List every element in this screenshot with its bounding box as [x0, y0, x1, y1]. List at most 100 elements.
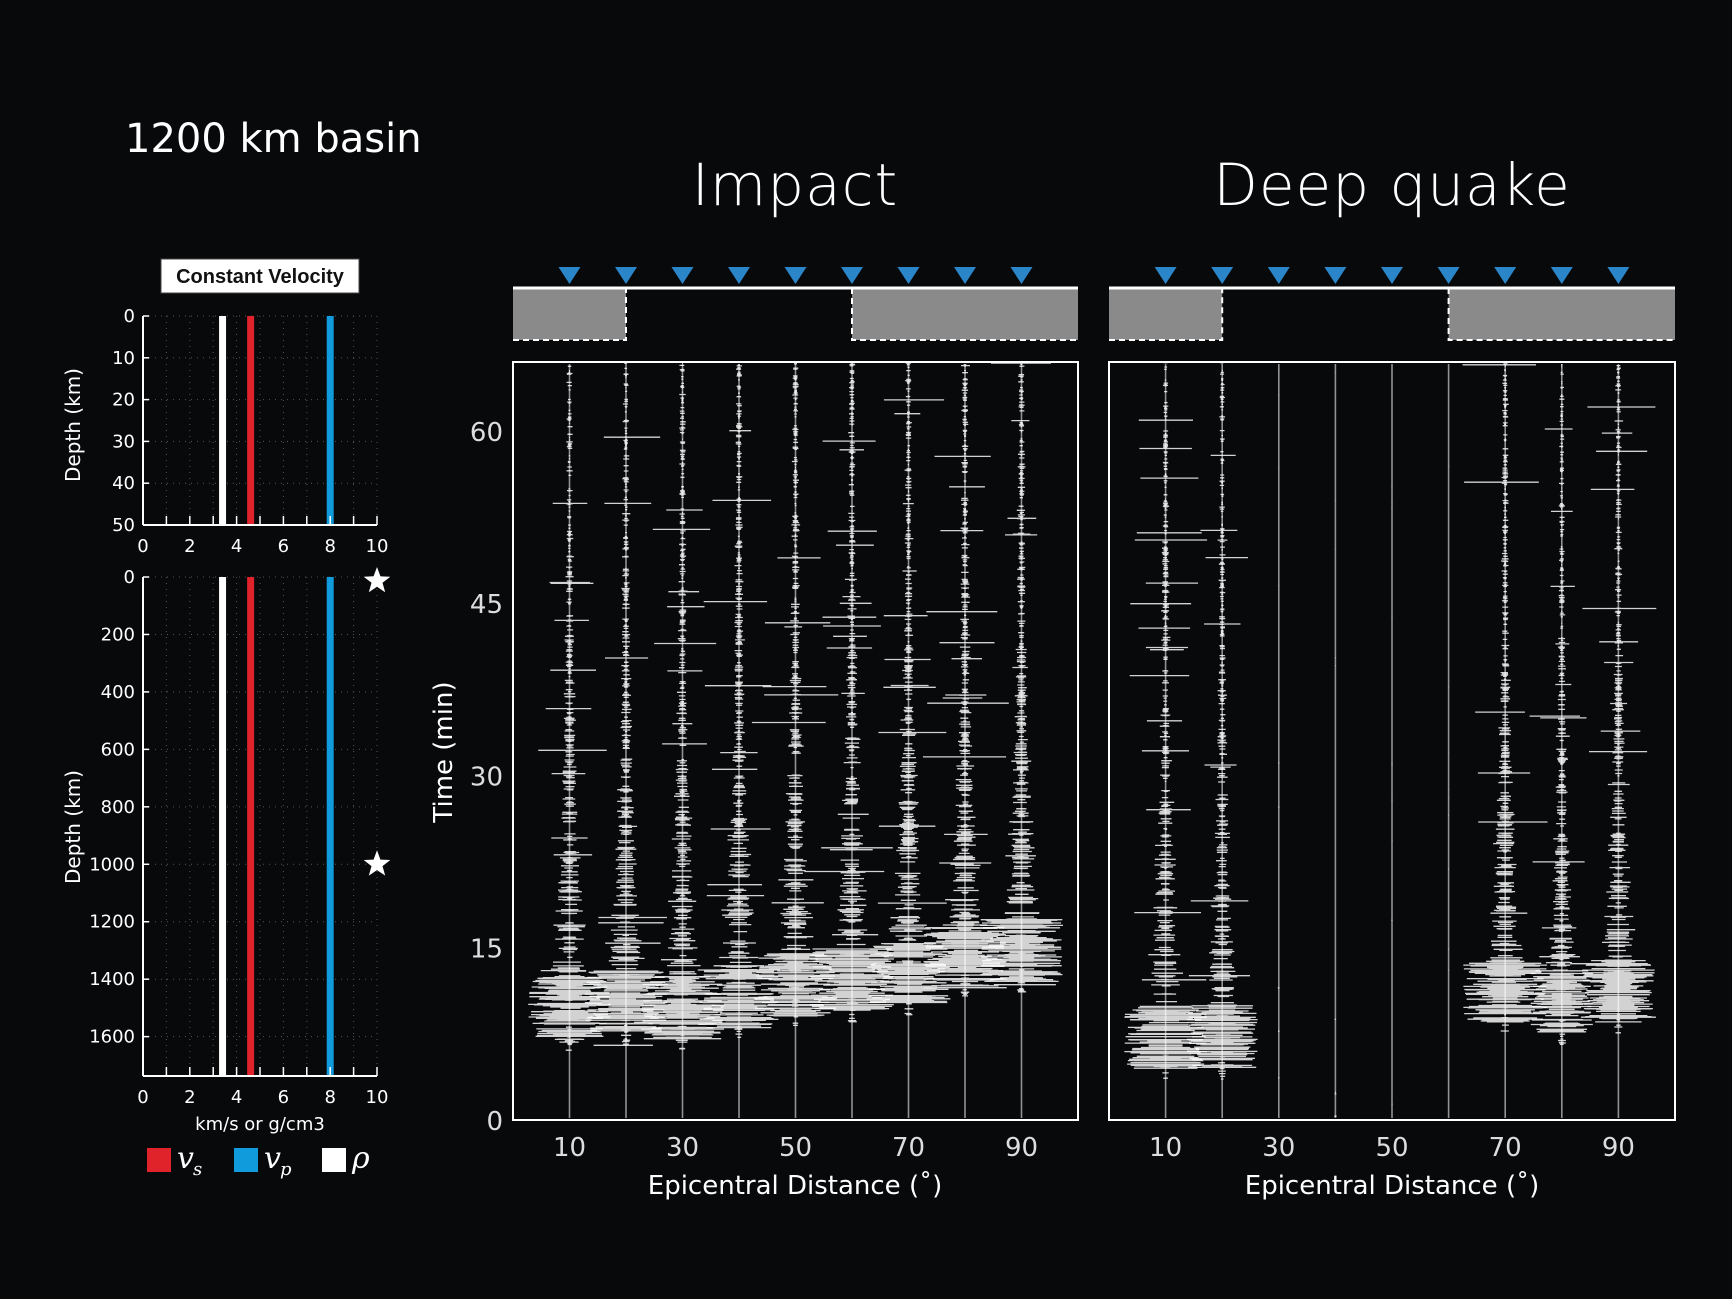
station-triangle-icon	[841, 267, 863, 284]
station-triangle-icon	[1211, 267, 1234, 284]
trace-wiggles	[697, 362, 781, 1038]
station-triangle-icon	[558, 267, 581, 284]
crust-block-right	[1448, 288, 1675, 340]
x-tick-label: 90	[1602, 1133, 1635, 1163]
y-tick-label: 800	[101, 797, 135, 818]
profile-title: Constant Velocity	[176, 266, 345, 288]
profile-axes: 0 2 4 6 8 10 0 200 400 600 800 1000 1200 1400 1600	[89, 567, 388, 1108]
seismic-trace	[1124, 362, 1208, 1118]
trace-wiggles	[528, 362, 611, 1051]
x-tick-label: 8	[324, 1087, 335, 1108]
station-triangle-icon	[1550, 267, 1573, 284]
xlabel-deep-quake: Epicentral Distance (˚)	[1245, 1171, 1539, 1201]
station-triangle-icon	[1381, 267, 1403, 284]
trace-wiggles	[751, 362, 839, 1026]
legend-subscript-vp: p	[280, 1159, 292, 1180]
velocity-profile-shallow: 0 2 4 6 8 10 0 10 20 30 40 50 Depth (km)	[61, 306, 388, 557]
y-tick-label: 600	[101, 739, 135, 760]
x-tick-label: 50	[1375, 1133, 1408, 1163]
seismic-trace	[1277, 364, 1280, 1118]
x-tick-label: 2	[184, 536, 195, 557]
seismic-trace	[1570, 364, 1657, 1118]
trace-wiggles	[1529, 363, 1593, 1046]
station-triangle-icon	[615, 267, 637, 284]
profile-axes: 0 2 4 6 8 10 0 10 20 30 40 50	[112, 306, 388, 557]
station-triangle-icon	[1324, 267, 1347, 284]
basin-boundary	[513, 288, 1078, 341]
profile-title-box: Constant Velocity	[160, 258, 360, 294]
seismic-trace	[1462, 362, 1548, 1118]
x-tick-label: 10	[366, 536, 389, 557]
basin-cross-section	[513, 286, 1078, 341]
legend-swatch-rho	[322, 1148, 346, 1172]
panel-title-deep-quake: Deep quake	[1213, 151, 1571, 219]
trace-wiggles	[1186, 362, 1258, 1080]
trace-wiggles	[1391, 485, 1393, 1105]
profile-ylabel: Depth (km)	[61, 368, 85, 482]
y-tick-label: 40	[112, 473, 135, 494]
x-tick-label: 8	[324, 536, 335, 557]
x-tick-label: 6	[278, 1087, 289, 1108]
y-tick-label: 1200	[89, 912, 135, 933]
y-tick-label: 1000	[89, 854, 135, 875]
x-tick-label: 6	[278, 536, 289, 557]
star-icon	[363, 850, 391, 876]
legend-swatch-vp	[234, 1148, 258, 1172]
y-tick-label: 0	[124, 567, 135, 588]
trace-wiggles	[1334, 372, 1337, 1117]
station-triangle-icon	[728, 267, 750, 284]
y-tick-label: 30	[112, 431, 135, 452]
seismic-trace	[528, 362, 611, 1118]
station-triangle-icon	[1154, 267, 1177, 284]
basin-cross-section	[1109, 286, 1675, 341]
seismogram-impact: Impact 10 30 50 70 90 Epicentral Distance (˚…	[512, 151, 1079, 1201]
seismogram-deep-quake: Deep quake 10 30 50 70 90 Epicentral Distanc…	[1108, 151, 1676, 1201]
x-tick-label: 4	[231, 536, 242, 557]
trace-wiggles	[922, 364, 1009, 997]
y-tick-label: 200	[101, 624, 135, 645]
x-tick-label: 4	[231, 1087, 242, 1108]
y-tick-label: 400	[101, 682, 135, 703]
y-tick-label: 45	[470, 590, 503, 620]
panel-title-impact: Impact	[692, 151, 899, 219]
x-tick-label: 2	[184, 1087, 195, 1108]
y-tick-label: 10	[112, 348, 135, 369]
x-tick-label: 30	[1262, 1133, 1295, 1163]
crust-block-left	[513, 288, 626, 340]
y-tick-label: 15	[470, 935, 503, 965]
x-tick-label: 10	[366, 1087, 389, 1108]
profile-xlabel: km/s or g/cm3	[195, 1114, 325, 1135]
seismic-trace	[1334, 364, 1337, 1118]
y-tick-label: 1600	[89, 1027, 135, 1048]
x-tick-label: 10	[1149, 1133, 1182, 1163]
x-tick-label: 10	[553, 1133, 586, 1163]
velocity-profile-deep: 0 2 4 6 8 10 0 200 400 600 800 1000 1200 1400 1600 Dep…	[61, 567, 391, 1135]
y-tick-label: 0	[124, 306, 135, 327]
station-triangle-icon	[1010, 267, 1033, 284]
trace-wiggles	[804, 362, 894, 1023]
seismic-trace	[584, 362, 668, 1118]
seismic-trace	[634, 362, 725, 1118]
trace-wiggles	[1462, 362, 1548, 1032]
station-triangle-icon	[1267, 267, 1290, 284]
station-triangle-icon	[671, 267, 694, 284]
seismic-trace	[1186, 362, 1258, 1118]
seismic-trace	[980, 362, 1063, 1118]
figure-title: 1200 km basin	[125, 116, 422, 162]
x-tick-label: 70	[1489, 1133, 1522, 1163]
star-icon	[363, 567, 391, 593]
profile-ylabel: Depth (km)	[61, 770, 85, 884]
legend-swatch-vs	[147, 1148, 171, 1172]
trace-wiggles	[634, 362, 725, 1050]
legend-label-vs: v	[177, 1141, 194, 1176]
station-triangle-icon	[897, 267, 920, 284]
seismic-trace	[1529, 363, 1593, 1118]
trace-wiggles	[866, 362, 951, 1016]
seismic-trace	[922, 364, 1009, 1118]
crust-block-left	[1109, 288, 1223, 340]
station-triangle-icon	[784, 267, 807, 284]
station-triangle-icon	[1494, 267, 1517, 284]
trace-wiggles	[584, 362, 668, 1046]
